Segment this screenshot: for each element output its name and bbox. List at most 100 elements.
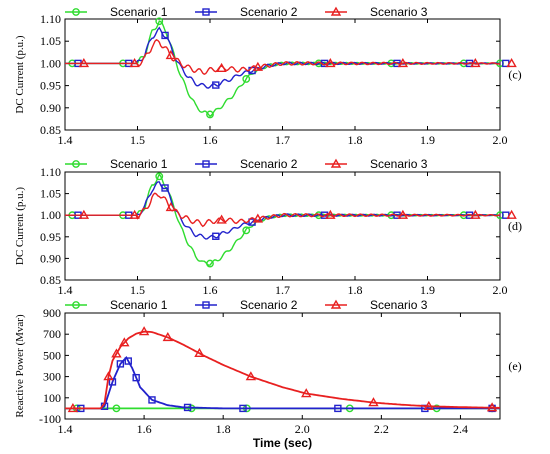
data-point [506,57,517,68]
x-tick-label: 2.2 [374,422,389,436]
chart-panel-3: 1.4 1.6 1.8 2.0 2.2 2.4 -100 100 300 500 700 900 Rea… [14,298,522,450]
data-point [129,209,140,219]
x-axis-label: Time (sec) [253,436,312,450]
legend-item-1: Scenario 1 [65,298,168,312]
legend-marker [330,158,342,168]
legend-item-2: Scenario 2 [195,157,298,171]
y-tick-label: 0.90 [40,101,61,115]
data-point [129,57,140,68]
series-scenario-2 [65,181,510,240]
x-tick-label: 2.0 [493,133,508,147]
data-point [78,57,90,68]
x-tick-label: 1.6 [203,133,218,147]
legend-item-1: Scenario 1 [65,5,168,19]
x-tick-label: 1.8 [348,283,363,297]
data-point [155,17,164,26]
data-point [216,62,227,72]
legend-marker [72,301,80,309]
data-point [119,337,130,347]
x-tick-label: 1.4 [58,283,73,297]
data-point [148,396,156,404]
data-point [194,347,205,357]
y-tick-label: 1.05 [40,34,61,48]
panel-tag: (e) [508,359,521,373]
data-point [78,209,90,219]
legend-marker [202,301,210,309]
data-point [242,75,251,83]
x-tick-label: 1.8 [348,133,363,147]
data-point [423,400,435,410]
data-point [206,110,214,119]
data-point [368,397,379,407]
x-tick-label: 1.9 [420,283,435,297]
y-axis-label: DC Current (p.u.) [14,35,26,114]
legend-item-1: Scenario 1 [65,157,168,171]
y-tick-label: 1.10 [40,12,61,26]
y-tick-label: 0.95 [40,230,61,244]
data-point [252,213,264,223]
plot-frame [64,18,501,131]
legend-label: Scenario 3 [370,157,428,171]
y-tick-label: -100 [39,412,61,426]
data-point [216,214,227,224]
data-point [397,209,409,219]
x-tick-label: 1.7 [275,283,290,297]
y-tick-label: 500 [43,348,61,362]
y-tick-label: 1.00 [40,56,61,70]
y-axis-label: DC Current (p.u.) [14,187,26,266]
x-tick-label: 1.6 [137,422,152,436]
y-tick-label: 900 [43,306,61,320]
data-point [242,226,251,235]
data-point [112,404,121,413]
x-tick-label: 1.7 [275,133,290,147]
y-tick-label: 1.10 [40,165,61,179]
data-point [301,388,312,398]
legend-label: Scenario 1 [110,298,168,312]
data-point [206,259,214,268]
data-point [470,57,481,68]
data-point [212,232,220,240]
x-tick-label: 1.5 [130,133,145,147]
data-point [245,371,257,381]
legend-label: Scenario 2 [240,157,298,171]
y-tick-label: 1.00 [40,208,61,222]
x-tick-label: 1.4 [58,133,73,147]
x-tick-label: 2.0 [295,422,310,436]
legend-item-2: Scenario 2 [195,298,298,312]
data-point [161,31,169,40]
series-line [65,172,501,266]
data-point [397,57,409,68]
panel-tag: (c) [508,68,521,82]
series-line [65,355,500,410]
y-tick-label: 0.95 [40,79,61,93]
data-point [325,57,336,68]
data-point [124,357,132,365]
data-point [252,61,264,71]
series-line [65,181,501,240]
legend-label: Scenario 1 [110,157,168,171]
legend-item-2: Scenario 2 [195,5,298,19]
y-axis-label: Reactive Power (Mvar) [14,314,26,418]
x-tick-label: 1.5 [130,283,145,297]
series-scenario-1 [65,172,504,268]
legend-item-3: Scenario 3 [325,5,428,19]
data-point [470,209,481,219]
data-point [161,184,169,192]
x-tick-label: 1.8 [216,422,231,436]
data-point [183,403,192,412]
data-point [506,209,517,219]
y-tick-label: 100 [43,391,61,405]
data-point [111,348,122,358]
data-point [165,49,177,60]
series-line [65,330,501,410]
y-tick-label: 0.90 [40,251,61,265]
series-scenario-3 [65,192,517,228]
legend-marker [330,6,342,16]
chart-panel-2: 1.4 1.5 1.6 1.7 1.8 1.9 2.0 0.85 0.90 0.95 1.00 1.0… [14,157,522,297]
series-line [65,20,501,118]
plot-frame [64,312,501,420]
series-line [65,26,501,89]
panel-tag: (d) [508,219,522,233]
series-scenario-2 [65,26,510,89]
series-line [65,38,501,75]
